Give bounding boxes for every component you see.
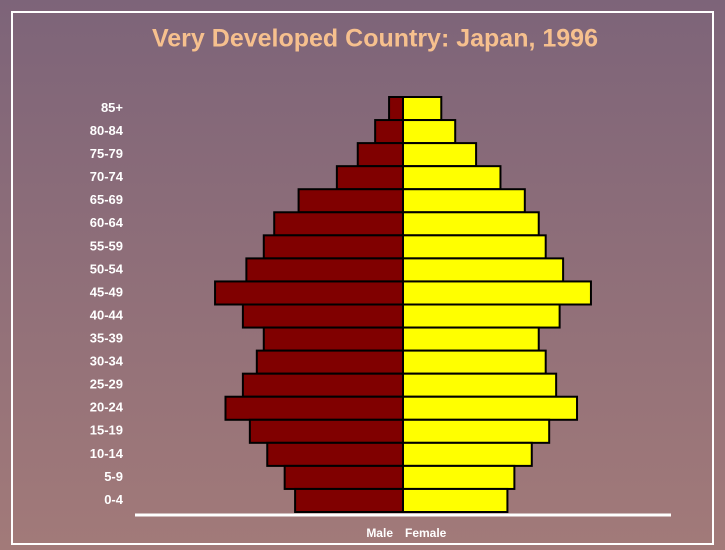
y-tick-label: 70-74: [90, 169, 124, 184]
bar: [297, 188, 404, 214]
bar: [388, 96, 404, 122]
bar: [402, 96, 443, 122]
legend-label: Female: [405, 526, 447, 540]
bar: [402, 303, 561, 329]
bar: [273, 211, 404, 237]
legend-label: Male: [366, 526, 393, 540]
bar: [402, 257, 565, 283]
y-tick-label: 35-39: [90, 331, 123, 346]
y-tick-label: 15-19: [90, 423, 123, 438]
bar: [214, 280, 404, 306]
bar: [255, 349, 404, 375]
bar: [248, 418, 404, 444]
bar: [402, 142, 478, 168]
bar: [374, 119, 405, 145]
y-tick-label: 25-29: [90, 377, 123, 392]
bar: [402, 487, 509, 514]
y-tick-label: 60-64: [90, 215, 124, 230]
y-tick-label: 55-59: [90, 238, 123, 253]
y-tick-label: 0-4: [104, 492, 124, 507]
bar: [224, 395, 404, 421]
bar: [402, 441, 533, 467]
bar: [283, 464, 404, 490]
bar: [402, 280, 592, 306]
bar: [402, 211, 540, 237]
bar: [262, 326, 405, 352]
y-tick-label: 40-44: [90, 307, 124, 322]
y-tick-label: 5-9: [104, 469, 123, 484]
bar: [356, 142, 404, 168]
bar: [402, 349, 547, 375]
bar: [335, 165, 404, 191]
bar: [402, 326, 540, 352]
bar: [402, 418, 551, 444]
y-tick-label: 20-24: [90, 400, 124, 415]
y-tick-label: 30-34: [90, 354, 124, 369]
y-tick-label: 45-49: [90, 284, 123, 299]
y-tick-label: 80-84: [90, 123, 124, 138]
y-tick-label: 10-14: [90, 446, 124, 461]
bar: [266, 441, 404, 467]
chart-title: Very Developed Country: Japan, 1996: [152, 25, 598, 53]
y-tick-label: 65-69: [90, 192, 123, 207]
bar: [294, 487, 404, 514]
bar: [241, 372, 404, 398]
bar: [402, 119, 457, 145]
bar: [245, 257, 404, 283]
bar: [402, 372, 558, 398]
y-tick-label: 75-79: [90, 146, 123, 161]
bar: [402, 234, 547, 260]
frame: [11, 11, 714, 545]
y-tick-label: 85+: [101, 100, 123, 115]
bar: [402, 188, 526, 214]
bar: [402, 395, 579, 421]
bar: [241, 303, 404, 329]
bar: [262, 234, 405, 260]
bar: [402, 464, 516, 490]
bar: [402, 165, 502, 191]
y-tick-label: 50-54: [90, 261, 124, 276]
